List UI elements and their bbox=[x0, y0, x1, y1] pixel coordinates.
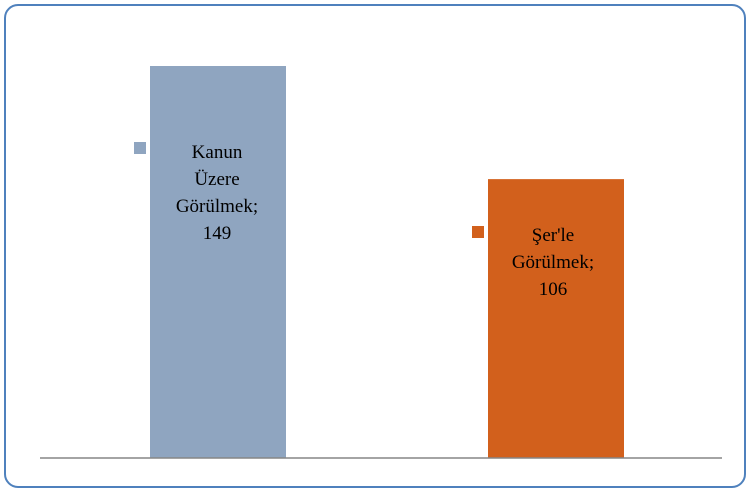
data-label-2-line-2: Görülmek; bbox=[512, 252, 594, 273]
data-label-1-line-4: 149 bbox=[203, 223, 232, 244]
data-label-2-line-1: Şer'le bbox=[532, 225, 574, 246]
data-label-1-line-3: Görülmek; bbox=[176, 196, 258, 217]
data-label-1-line-2: Üzere bbox=[194, 169, 239, 190]
data-label-2-line-3: 106 bbox=[539, 279, 568, 300]
bar-1 bbox=[150, 66, 286, 458]
data-label-key-2 bbox=[472, 226, 484, 238]
bar-2 bbox=[488, 179, 624, 459]
data-label-1-line-1: Kanun bbox=[192, 142, 243, 163]
data-label-key-1 bbox=[134, 142, 146, 154]
